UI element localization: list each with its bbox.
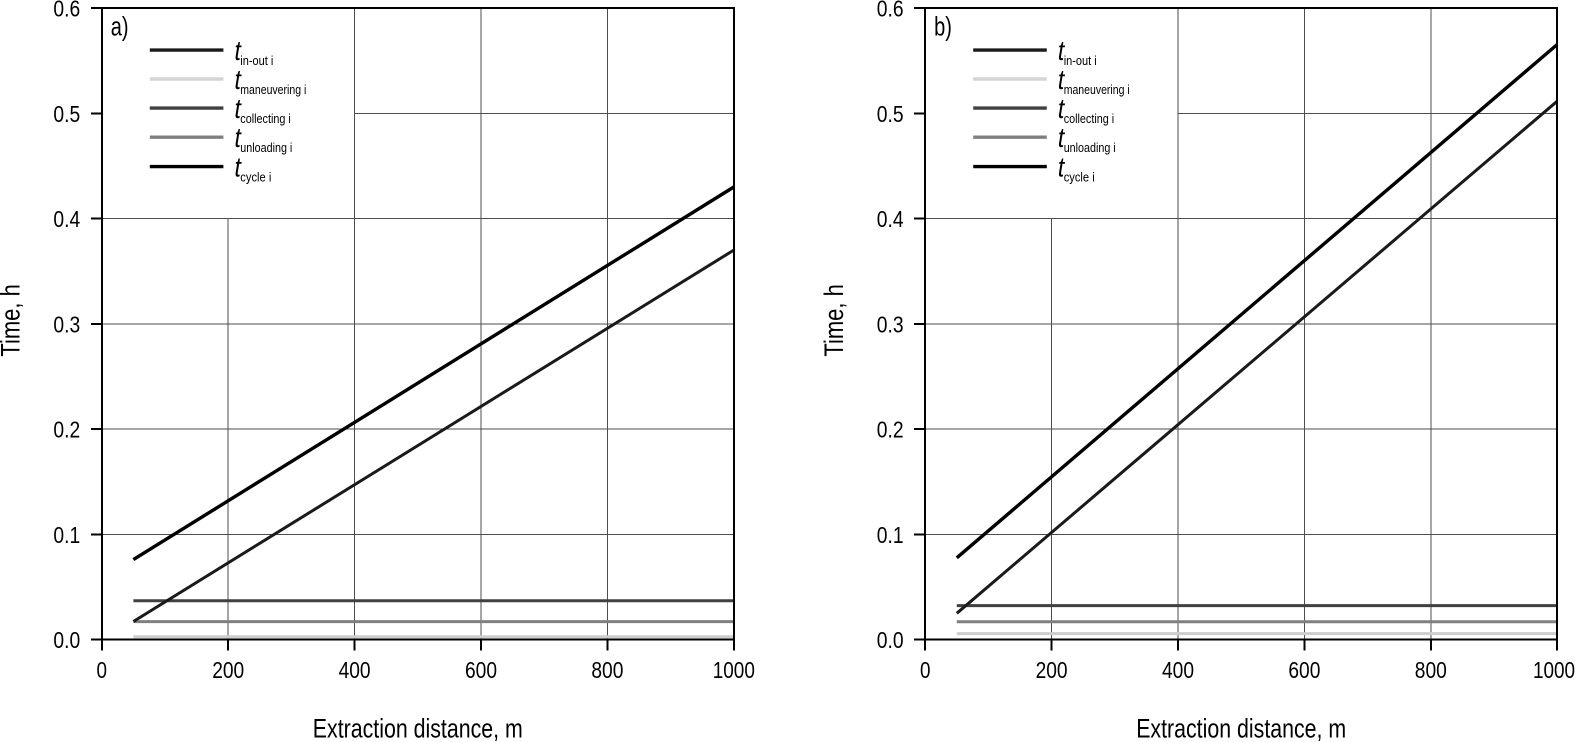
svg-text:200: 200 (1036, 657, 1068, 683)
svg-text:unloading i: unloading i (1064, 141, 1116, 155)
svg-text:0.2: 0.2 (877, 417, 904, 443)
svg-text:Time, h: Time, h (819, 284, 849, 357)
svg-text:Extraction distance, m: Extraction distance, m (313, 714, 523, 742)
svg-text:0.0: 0.0 (53, 627, 80, 653)
svg-text:0.0: 0.0 (877, 627, 904, 653)
svg-text:t: t (1058, 152, 1065, 183)
svg-text:maneuvering i: maneuvering i (1064, 83, 1130, 97)
svg-text:in-out i: in-out i (1064, 54, 1097, 68)
svg-text:collecting i: collecting i (240, 112, 290, 126)
svg-text:cycle i: cycle i (1064, 170, 1095, 184)
svg-text:t: t (1058, 35, 1065, 66)
svg-text:0.5: 0.5 (53, 101, 80, 127)
svg-text:collecting i: collecting i (1064, 112, 1115, 126)
svg-text:t: t (1058, 122, 1065, 153)
svg-text:Extraction distance, m: Extraction distance, m (1136, 714, 1346, 742)
svg-text:0.6: 0.6 (53, 0, 80, 22)
svg-text:unloading i: unloading i (240, 141, 292, 155)
svg-text:in-out i: in-out i (240, 54, 273, 68)
svg-text:400: 400 (1162, 657, 1194, 683)
svg-text:0.4: 0.4 (877, 206, 904, 232)
svg-text:0.5: 0.5 (877, 101, 904, 127)
svg-text:0.2: 0.2 (53, 417, 80, 443)
svg-text:1000: 1000 (1533, 657, 1575, 683)
svg-text:b): b) (934, 11, 952, 41)
svg-text:t: t (1058, 64, 1065, 95)
svg-text:800: 800 (1415, 657, 1447, 683)
svg-text:0.1: 0.1 (877, 522, 904, 548)
svg-text:0.4: 0.4 (53, 206, 80, 232)
svg-text:200: 200 (212, 657, 244, 683)
svg-text:0: 0 (920, 657, 931, 683)
svg-text:t: t (235, 93, 242, 124)
svg-text:600: 600 (1288, 657, 1320, 683)
svg-text:t: t (235, 35, 242, 66)
svg-text:maneuvering i: maneuvering i (240, 83, 306, 97)
svg-text:cycle i: cycle i (240, 170, 271, 184)
svg-text:t: t (1058, 93, 1065, 124)
svg-text:a): a) (111, 11, 129, 41)
svg-text:0: 0 (97, 657, 108, 683)
svg-text:1000: 1000 (713, 657, 755, 683)
svg-text:800: 800 (591, 657, 623, 683)
svg-text:0.3: 0.3 (53, 311, 80, 337)
svg-text:t: t (235, 122, 242, 153)
svg-text:t: t (235, 64, 242, 95)
svg-text:0.3: 0.3 (877, 311, 904, 337)
svg-text:0.6: 0.6 (877, 0, 904, 22)
svg-text:Time, h: Time, h (0, 284, 25, 357)
svg-text:600: 600 (465, 657, 497, 683)
svg-text:t: t (235, 152, 242, 183)
svg-text:0.1: 0.1 (53, 522, 80, 548)
svg-text:400: 400 (339, 657, 371, 683)
